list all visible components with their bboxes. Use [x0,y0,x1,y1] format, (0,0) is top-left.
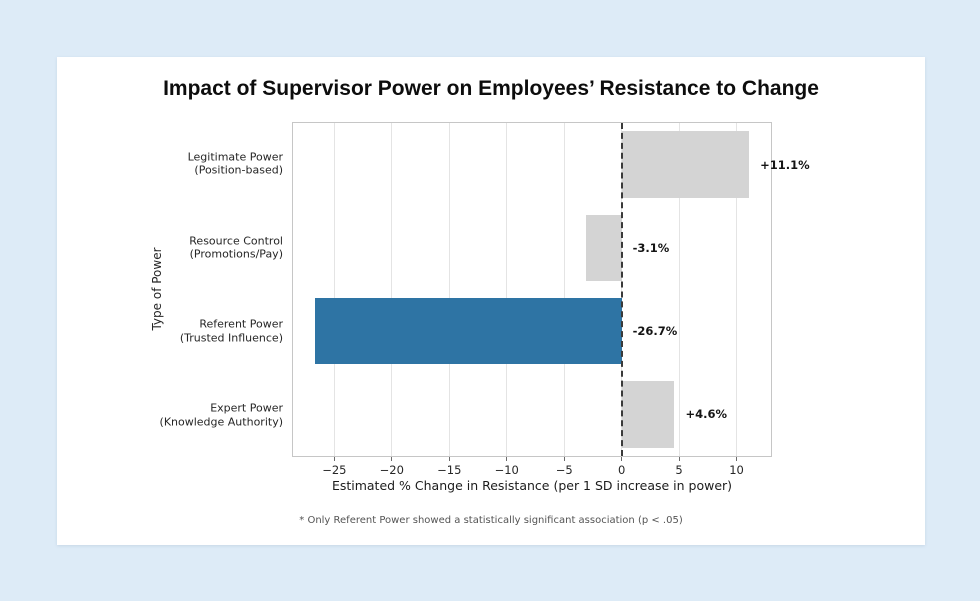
category-label-line: Legitimate Power [187,150,283,164]
x-tick-mark [678,457,680,461]
x-tick-mark [448,457,450,461]
x-tick-mark [333,457,335,461]
gridline [448,123,450,456]
x-tick-mark [736,457,738,461]
category-label-line: (Knowledge Authority) [159,415,283,429]
x-tick-label: −5 [555,463,573,477]
category-label: Legitimate Power (Position-based) [188,150,283,177]
x-tick-mark [506,457,508,461]
bar [586,214,622,282]
bar-value-label: -3.1% [632,240,670,255]
bar [621,381,675,448]
gridline [563,123,565,456]
category-label: Referent Power (Trusted Influence) [180,318,283,345]
y-category-labels: Legitimate Power (Position-based) Resource… [57,122,283,457]
category-label-line: Expert Power [210,401,283,415]
x-tick-mark [621,457,623,461]
bar-value-label: +4.6% [685,407,727,422]
category-label-line: (Promotions/Pay) [189,247,283,261]
category-label-line: (Position-based) [194,163,283,177]
bar-highlighted [314,297,622,365]
bar [621,131,750,198]
x-tick-label: 0 [617,463,626,477]
gridline [391,123,393,456]
category-label: Expert Power (Knowledge Authority) [160,402,283,429]
category-label-line: (Trusted Influence) [179,331,283,345]
x-tick-label: −10 [494,463,519,477]
bar-value-label: -26.7% [632,324,678,339]
gridline [678,123,680,456]
x-tick-label: −25 [322,463,347,477]
gridline [736,123,738,456]
x-tick-label: −15 [437,463,462,477]
chart-card: Impact of Supervisor Power on Employees’… [57,57,925,545]
x-tick-label: −20 [379,463,404,477]
gridline [333,123,335,456]
category-label: Resource Control (Promotions/Pay) [189,234,283,261]
category-label-line: Resource Control [189,234,283,248]
zero-reference-line [620,123,623,456]
chart-title: Impact of Supervisor Power on Employees’… [163,77,819,100]
x-axis-label: Estimated % Change in Resistance (per 1 … [331,478,733,493]
gridline [506,123,508,456]
x-tick-mark [391,457,393,461]
plot-area: −25 −20 −15 −10 −5 0 5 10 +11.1% -3.1% -26.7% +4.6% [292,122,810,477]
x-tick-mark [563,457,565,461]
footnote: * Only Referent Power showed a statistic… [299,515,683,526]
category-label-line: Referent Power [199,317,283,331]
bar-value-label: +11.1% [760,157,810,172]
x-tick-label: 10 [729,463,744,477]
x-tick-label: 5 [675,463,683,477]
